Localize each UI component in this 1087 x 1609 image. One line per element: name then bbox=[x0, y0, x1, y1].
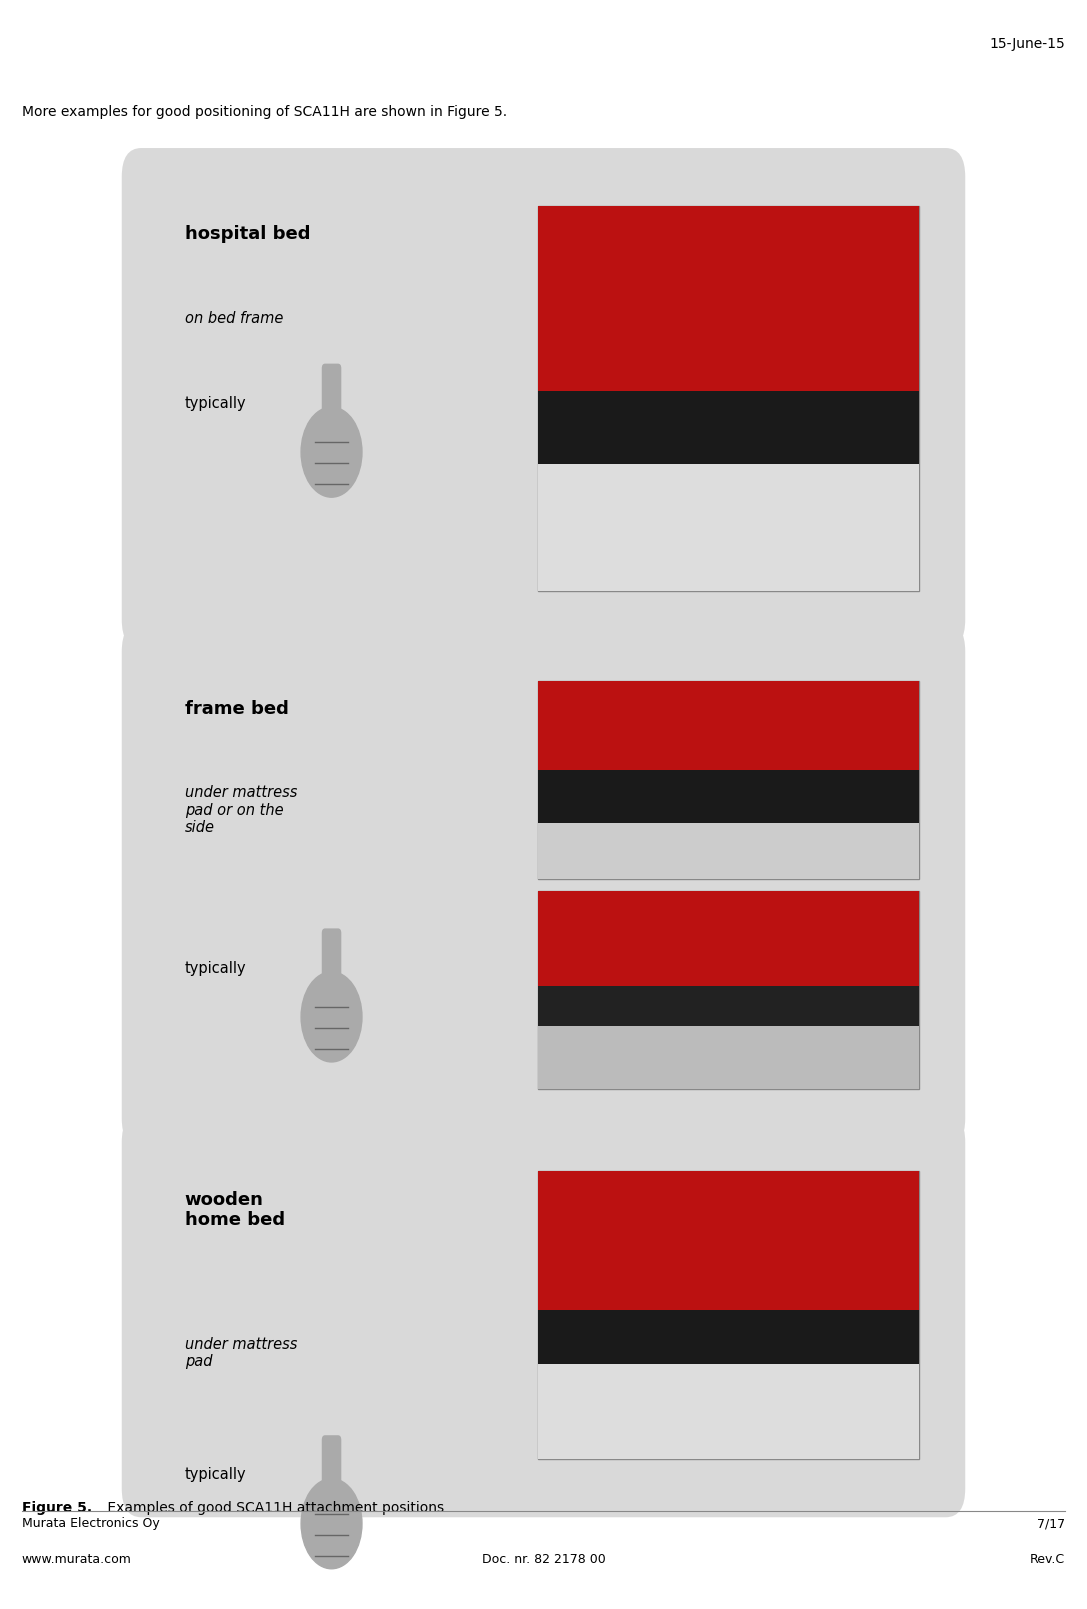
Bar bbox=[538, 1171, 919, 1310]
Bar bbox=[538, 891, 919, 1089]
Text: More examples for good positioning of SCA11H are shown in Figure 5.: More examples for good positioning of SC… bbox=[22, 105, 507, 119]
Text: www.murata.com: www.murata.com bbox=[22, 1553, 132, 1566]
FancyBboxPatch shape bbox=[322, 364, 341, 418]
Text: Murata Electronics Oy: Murata Electronics Oy bbox=[22, 1517, 160, 1530]
Text: under mattress
pad: under mattress pad bbox=[185, 1337, 297, 1369]
Text: frame bed: frame bed bbox=[185, 700, 289, 718]
Text: Doc. nr. 82 2178 00: Doc. nr. 82 2178 00 bbox=[482, 1553, 605, 1566]
Bar bbox=[538, 891, 919, 986]
Text: Figure 5.: Figure 5. bbox=[22, 1501, 92, 1516]
FancyBboxPatch shape bbox=[322, 1435, 341, 1490]
Text: 15-June-15: 15-June-15 bbox=[989, 37, 1065, 51]
Circle shape bbox=[301, 972, 362, 1062]
Bar bbox=[538, 1252, 919, 1372]
Bar bbox=[538, 314, 919, 475]
Bar bbox=[538, 951, 919, 1030]
Bar bbox=[538, 1364, 919, 1459]
FancyBboxPatch shape bbox=[322, 928, 341, 983]
Text: typically: typically bbox=[185, 396, 247, 410]
Bar bbox=[538, 681, 919, 769]
Bar bbox=[538, 1027, 919, 1089]
Text: typically: typically bbox=[185, 961, 247, 975]
Circle shape bbox=[301, 407, 362, 497]
Text: Examples of good SCA11H attachment positions: Examples of good SCA11H attachment posit… bbox=[103, 1501, 445, 1516]
Text: 7/17: 7/17 bbox=[1037, 1517, 1065, 1530]
Bar bbox=[538, 206, 919, 391]
Text: typically: typically bbox=[185, 1467, 247, 1482]
Bar bbox=[538, 824, 919, 879]
FancyBboxPatch shape bbox=[122, 1113, 965, 1517]
Bar bbox=[538, 681, 919, 879]
Bar bbox=[538, 463, 919, 591]
Bar bbox=[538, 1171, 919, 1459]
Text: wooden
home bed: wooden home bed bbox=[185, 1191, 285, 1229]
Text: under mattress
pad or on the
side: under mattress pad or on the side bbox=[185, 785, 297, 835]
Bar bbox=[538, 740, 919, 829]
Text: hospital bed: hospital bed bbox=[185, 225, 310, 243]
Circle shape bbox=[301, 1479, 362, 1569]
Text: Rev.C: Rev.C bbox=[1030, 1553, 1065, 1566]
FancyBboxPatch shape bbox=[122, 148, 965, 648]
Text: on bed frame: on bed frame bbox=[185, 311, 284, 325]
Bar bbox=[538, 206, 919, 591]
FancyBboxPatch shape bbox=[122, 623, 965, 1147]
